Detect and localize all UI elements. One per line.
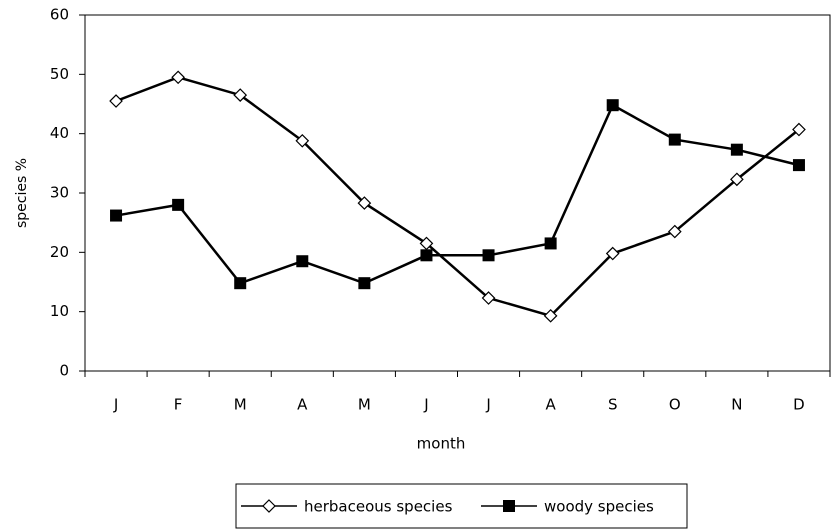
plot-frame (84, 14, 831, 372)
data-point (420, 249, 433, 262)
x-tick-label: D (793, 396, 805, 414)
data-point (296, 255, 309, 268)
x-tick-label: O (669, 396, 681, 414)
data-point (730, 172, 744, 187)
legend-box (235, 483, 688, 529)
legend-label: herbaceous species (304, 498, 453, 516)
data-point (110, 209, 123, 222)
data-point (606, 99, 619, 112)
data-point (482, 249, 495, 262)
data-point (605, 246, 620, 261)
data-point (171, 70, 185, 85)
legend-marker (503, 500, 515, 512)
x-tick-label: A (297, 396, 308, 414)
data-point (543, 308, 558, 323)
y-tick-label: 20 (50, 243, 69, 261)
y-tick-label: 50 (50, 65, 69, 83)
series-line (115, 75, 800, 318)
x-tick-label: J (485, 396, 490, 414)
x-tick-label: J (113, 396, 118, 414)
data-point (667, 224, 682, 239)
legend-label: woody species (544, 498, 654, 516)
y-tick-label: 10 (50, 302, 69, 320)
y-tick-label: 30 (50, 184, 69, 202)
data-point (172, 198, 185, 211)
data-point (358, 277, 371, 290)
legend-marker (262, 499, 276, 513)
data-point (233, 88, 248, 102)
data-point (481, 291, 496, 305)
data-point (792, 159, 805, 172)
x-tick-label: J (423, 396, 428, 414)
x-tick-label: F (174, 396, 183, 414)
y-tick-label: 40 (50, 124, 69, 142)
data-point (792, 122, 806, 137)
x-tick-label: M (234, 396, 247, 414)
y-axis-label: species % (14, 158, 30, 228)
data-point (109, 94, 123, 108)
x-axis-label: month (417, 435, 466, 453)
data-point (730, 143, 743, 156)
data-point (234, 277, 247, 290)
x-tick-label: A (545, 396, 556, 414)
data-point (668, 133, 681, 146)
x-tick-label: M (358, 396, 371, 414)
y-tick-label: 0 (59, 362, 69, 380)
x-tick-label: S (608, 396, 618, 414)
x-tick-label: N (731, 396, 742, 414)
data-point (295, 133, 310, 148)
data-point (544, 237, 557, 250)
y-tick-label: 60 (50, 6, 69, 24)
data-point (357, 196, 372, 210)
series-line (115, 103, 800, 285)
